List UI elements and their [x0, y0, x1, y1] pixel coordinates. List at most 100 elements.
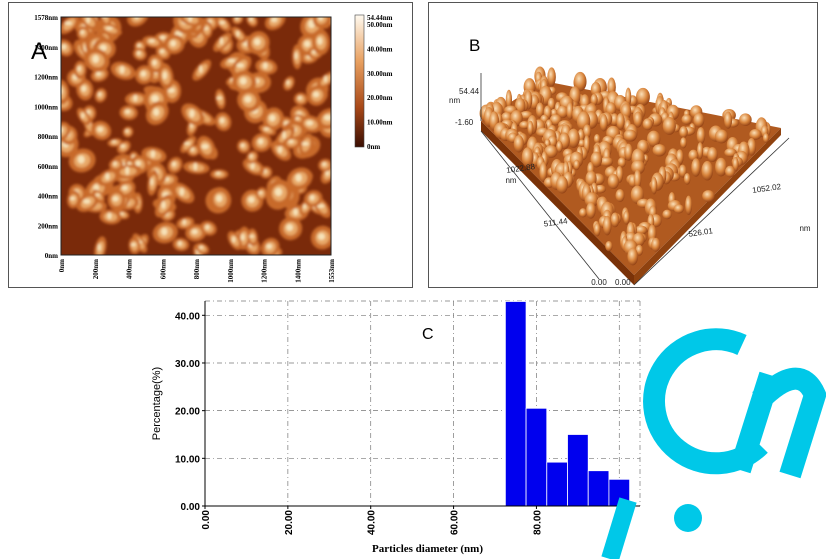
surface-peak — [631, 159, 645, 175]
grain-highlight — [317, 204, 325, 208]
surface-peak — [714, 129, 729, 144]
grain-highlight — [317, 233, 326, 241]
surface-peak — [681, 114, 693, 125]
surface-peak — [691, 158, 701, 177]
grain-highlight — [232, 236, 236, 243]
grain-highlight — [248, 196, 255, 204]
surface-peak — [556, 140, 563, 153]
panel-a-x-tick: 0nm — [58, 259, 66, 272]
grain-highlight — [80, 30, 85, 35]
grain-highlight — [152, 59, 157, 66]
panel-a-y-tick: 1200nm — [34, 74, 58, 82]
afm-grains — [61, 17, 331, 255]
particle-size-histogram: 0.00 10.00 20.00 30.00 40.00 0.00 20.00 40.00 60… — [151, 300, 641, 555]
grain-highlight — [294, 52, 298, 60]
surface-peak — [535, 102, 545, 119]
grain-highlight — [263, 127, 270, 131]
surface-peak — [696, 127, 706, 145]
surface-peak — [715, 157, 727, 177]
surface-peak — [673, 204, 684, 214]
grain-highlight — [199, 65, 203, 74]
grain-highlight — [105, 172, 110, 181]
grain-highlight — [170, 40, 177, 47]
grain-highlight — [150, 177, 154, 186]
grain-highlight — [323, 75, 328, 83]
grain-highlight — [317, 37, 323, 45]
afm-3d-panel: B 54.44 nm -1.60 1022.88 nm 511.44 0.00 0.00 526.… — [428, 2, 818, 288]
grain-highlight — [295, 116, 299, 120]
panel-a-x-tick: 600nm — [159, 259, 167, 279]
panel-a-x-tick: 1553nm — [328, 259, 336, 283]
grain-highlight — [133, 94, 138, 102]
surface-peak — [573, 71, 587, 92]
grain-highlight — [113, 161, 117, 166]
grain-highlight — [309, 194, 315, 201]
surface-peak — [556, 105, 569, 119]
grain-highlight — [77, 155, 85, 164]
surface-peak — [642, 118, 653, 131]
surface-peak — [590, 93, 598, 106]
surface-peak — [582, 124, 592, 139]
histogram-bar — [567, 434, 589, 507]
grain-highlight — [288, 139, 294, 144]
surface-peak — [662, 209, 672, 220]
grain-highlight — [171, 161, 177, 167]
grain-highlight — [177, 240, 182, 246]
surface-peak — [605, 241, 613, 252]
panel-a-x-tick: 1400nm — [294, 259, 302, 283]
grain-highlight — [258, 191, 263, 195]
grain-highlight — [295, 173, 302, 182]
grain-highlight — [286, 80, 290, 85]
surface-peak — [652, 144, 667, 157]
panel-a-y-tick: 200nm — [38, 222, 58, 230]
grain-highlight — [266, 243, 273, 250]
surface-peak — [685, 195, 693, 216]
grain-highlight — [161, 201, 166, 209]
grain-highlight — [201, 143, 209, 150]
surface-peak — [749, 129, 762, 140]
surface-peak — [514, 97, 526, 115]
surface-peak — [662, 117, 676, 135]
surface-peak — [567, 128, 580, 148]
panel-b-letter: B — [469, 36, 480, 55]
grain-highlight — [239, 77, 247, 85]
right-axis-line — [633, 137, 790, 286]
surface-peak — [762, 133, 769, 143]
panel-a-y-tick: 1578nm — [34, 14, 58, 22]
grain-highlight — [97, 92, 102, 97]
surface-peak — [680, 137, 687, 149]
grain-highlight — [193, 162, 198, 171]
grain-highlight — [236, 30, 240, 37]
grain-highlight — [161, 227, 168, 236]
grain-highlight — [135, 160, 142, 167]
grain-highlight — [134, 17, 140, 20]
surface-peak — [610, 212, 620, 228]
grain-highlight — [121, 185, 128, 191]
grain-highlight — [306, 120, 314, 126]
surface-peak — [599, 114, 608, 132]
grain-highlight — [191, 229, 198, 235]
colorbar-tick: 0nm — [367, 143, 380, 151]
surface-peak — [549, 114, 562, 126]
histogram-bar — [546, 461, 568, 507]
grain-highlight — [236, 63, 245, 68]
right-axis-unit-label: nm — [799, 224, 810, 233]
surface-peak — [527, 120, 534, 136]
surface-peak — [615, 189, 625, 203]
grain-highlight — [130, 242, 136, 247]
grain-highlight — [179, 187, 185, 196]
panel-a-x-tick: 400nm — [126, 259, 134, 279]
grain-highlight — [151, 94, 159, 103]
panel-a-y-tick: 0nm — [45, 252, 58, 260]
surface-peak — [679, 126, 688, 139]
grain-highlight — [159, 35, 166, 40]
grain-highlight — [125, 166, 130, 175]
grain-highlight — [270, 17, 278, 23]
surface-peak — [547, 67, 556, 87]
surface-peak — [678, 164, 687, 178]
y-tick-label: 10.00 — [175, 454, 200, 465]
surface-peak — [623, 210, 630, 225]
surface-peak — [732, 156, 739, 172]
afm-2d-figure: A 1578nm 1400nm 1200nm 1000nm 800nm 600nm 400nm… — [31, 14, 393, 283]
grain-highlight — [112, 196, 119, 202]
